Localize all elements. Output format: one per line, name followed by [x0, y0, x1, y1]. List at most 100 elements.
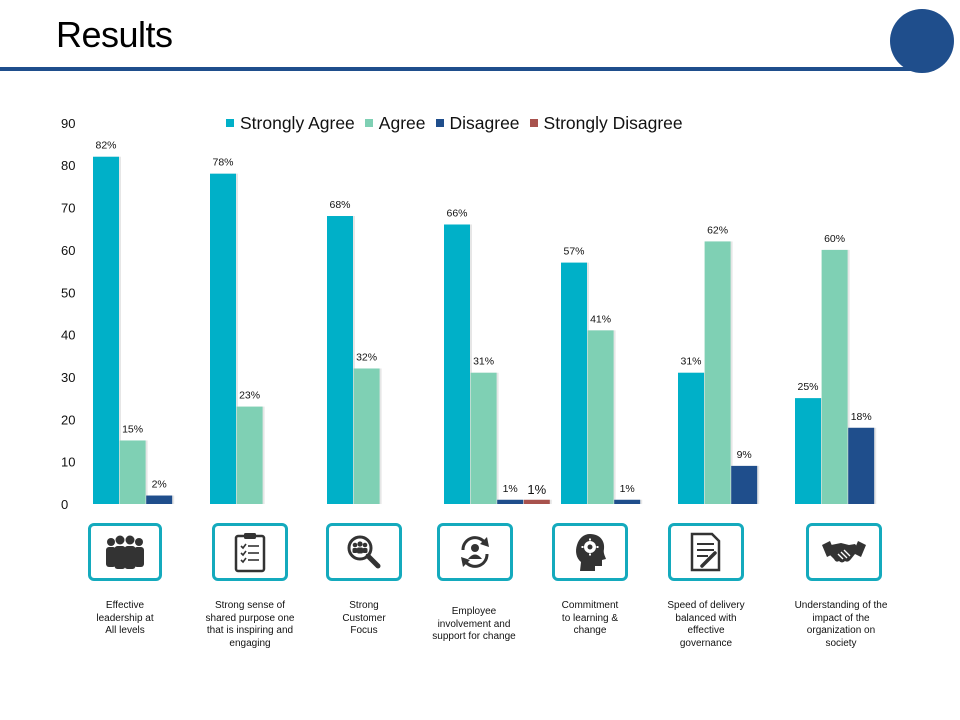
document-pen-icon: [690, 532, 721, 572]
page-title: Results: [56, 14, 173, 55]
caption-line: Understanding of the: [794, 600, 888, 611]
bar: [821, 249, 848, 504]
caption-line: Effective: [105, 600, 145, 611]
caption-line: organization on: [806, 625, 876, 636]
y-tick-label: 20: [61, 412, 75, 427]
caption-understanding-impact: Understanding of the impact of the organ…: [776, 600, 906, 650]
person-cycle-icon-tile: [437, 523, 513, 581]
data-label: 23%: [239, 390, 260, 402]
head-gear-icon-tile: [552, 523, 628, 581]
caption-line: Employee: [451, 606, 497, 617]
data-label: 32%: [356, 351, 377, 363]
bar: [523, 499, 550, 504]
bar: [119, 440, 146, 504]
handshake-icon-tile: [806, 523, 882, 581]
bar: [497, 499, 524, 504]
bar: [93, 156, 119, 505]
bar: [795, 398, 821, 504]
data-label: 60%: [824, 233, 845, 245]
caption-line: Strong sense of: [214, 600, 286, 611]
data-label: 66%: [446, 207, 467, 219]
clipboard-checklist-icon-tile: [212, 523, 288, 581]
data-label: 41%: [590, 313, 611, 325]
caption-line: engaging: [229, 637, 271, 649]
legend-label-disagree: Disagree: [449, 112, 520, 133]
team-icon: [106, 535, 144, 569]
caption-effective-leadership: Effective leadership at All levels: [60, 600, 190, 638]
person-cycle-icon: [461, 536, 489, 568]
title-underline: [0, 67, 920, 71]
people-search-icon: [347, 535, 381, 569]
data-label: 68%: [329, 199, 350, 211]
bar: [561, 262, 587, 504]
caption-shared-purpose: Strong sense of shared purpose one that …: [185, 600, 315, 650]
y-tick-label: 90: [61, 116, 75, 131]
caption-line: involvement and: [437, 618, 511, 630]
bar: [848, 427, 875, 504]
handshake-icon: [822, 541, 866, 563]
bar: [731, 465, 758, 504]
bar: [146, 495, 173, 504]
caption-line: balanced with: [675, 612, 737, 624]
data-label: 2%: [152, 479, 167, 491]
legend-item-agree: Agree: [364, 113, 426, 134]
legend-swatch-strongly-disagree: [529, 119, 538, 127]
team-icon-tile: [88, 523, 162, 581]
legend-label-strongly-disagree: Strongly Disagree: [543, 112, 683, 133]
bar: [587, 330, 614, 504]
chart-legend: Strongly Agree Agree Disagree Strongly D…: [226, 112, 693, 134]
bar: [704, 241, 731, 504]
y-tick-label: 10: [61, 455, 75, 470]
data-label: 82%: [95, 140, 116, 152]
bar: [470, 372, 497, 504]
y-tick-label: 70: [61, 201, 75, 216]
data-label: 9%: [737, 449, 752, 461]
legend-item-strongly-disagree: Strongly Disagree: [529, 112, 683, 134]
data-label: 1%: [527, 482, 546, 497]
data-label: 57%: [563, 246, 584, 258]
data-label: 1%: [620, 483, 635, 495]
data-label: 15%: [122, 423, 143, 435]
data-label: 31%: [680, 356, 701, 368]
clipboard-checklist-icon: [234, 533, 266, 573]
title-accent-circle: [890, 9, 954, 73]
caption-line: impact of the: [812, 612, 870, 624]
y-tick-label: 80: [61, 158, 75, 173]
caption-line: Commitment: [561, 600, 619, 611]
people-search-icon-tile: [326, 523, 402, 581]
y-tick-label: 40: [61, 328, 75, 343]
caption-line: governance: [679, 637, 733, 649]
legend-swatch-strongly-agree: [226, 119, 234, 127]
legend-swatch-disagree: [435, 119, 444, 127]
data-label: 25%: [797, 381, 818, 393]
data-label: 78%: [212, 157, 233, 169]
bar: [678, 372, 704, 504]
bar: [614, 499, 641, 504]
y-tick-label: 0: [61, 497, 68, 512]
data-label: 1%: [503, 483, 518, 495]
caption-line: Strong: [349, 600, 379, 611]
document-pen-icon-tile: [668, 523, 744, 581]
caption-line: to learning &: [561, 612, 619, 624]
caption-speed-of-delivery: Speed of delivery balanced with effectiv…: [641, 600, 771, 650]
bar: [236, 406, 263, 504]
caption-line: change: [573, 625, 607, 636]
caption-line: All levels: [105, 625, 145, 636]
caption-line: leadership at: [96, 612, 154, 624]
bar: [210, 173, 236, 505]
y-tick-label: 60: [61, 243, 75, 258]
data-label: 18%: [851, 411, 872, 423]
caption-employee-involvement: Employee involvement and support for cha…: [409, 606, 539, 644]
y-tick-label: 50: [61, 285, 75, 300]
caption-commitment-learning: Commitment to learning & change: [525, 600, 655, 638]
bar: [444, 224, 470, 505]
data-label: 31%: [473, 356, 494, 368]
caption-line: that is inspiring and: [206, 625, 294, 636]
head-gear-icon: [576, 534, 606, 571]
caption-line: Speed of delivery: [667, 600, 745, 611]
y-tick-label: 30: [61, 370, 75, 385]
legend-swatch-agree: [364, 119, 373, 127]
bar: [327, 216, 353, 504]
caption-line: Focus: [350, 625, 378, 636]
